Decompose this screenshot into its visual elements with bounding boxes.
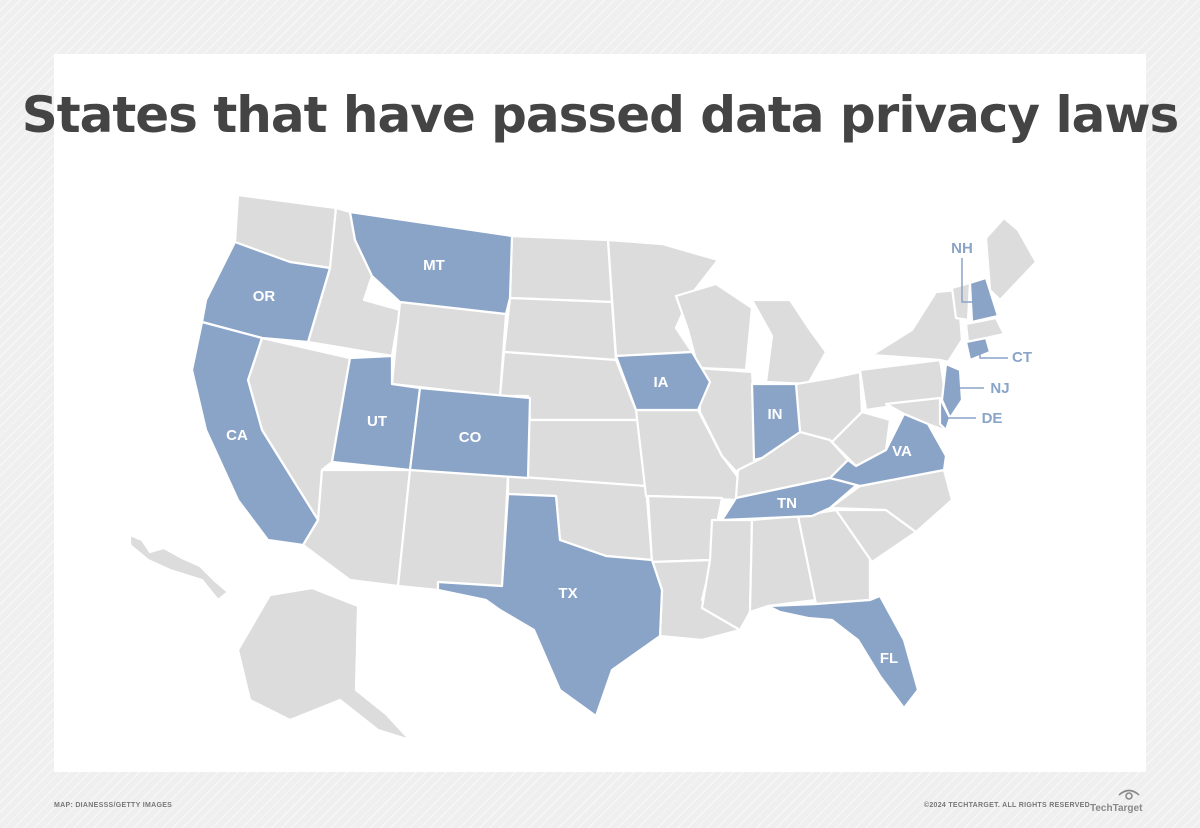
leader-ct bbox=[979, 350, 1008, 359]
label-co: CO bbox=[459, 429, 482, 446]
state-co bbox=[408, 386, 532, 480]
state-ca bbox=[190, 320, 320, 547]
state-sd bbox=[502, 296, 618, 362]
state-hi bbox=[128, 533, 230, 602]
state-fl bbox=[766, 594, 920, 710]
state-md bbox=[884, 396, 946, 432]
state-wi bbox=[674, 282, 754, 372]
state-nh bbox=[968, 276, 1000, 324]
state-ia bbox=[614, 350, 712, 412]
state-ny bbox=[870, 288, 964, 364]
label-ca: CA bbox=[226, 427, 248, 444]
state-ks bbox=[524, 418, 648, 488]
label-fl: FL bbox=[880, 650, 898, 667]
label-de: DE bbox=[982, 410, 1003, 427]
map-credit: MAP: DIANESSS/GETTY IMAGES bbox=[54, 802, 173, 809]
state-ak bbox=[236, 586, 412, 742]
state-ct bbox=[964, 336, 992, 362]
eye-icon bbox=[1118, 789, 1140, 800]
label-nj: NJ bbox=[990, 380, 1009, 397]
leader-de bbox=[945, 414, 976, 419]
state-nd bbox=[508, 234, 614, 304]
state-tx bbox=[436, 492, 664, 718]
label-va: VA bbox=[892, 443, 912, 460]
state-mt bbox=[348, 210, 514, 316]
state-in bbox=[750, 382, 802, 462]
techtarget-logo: TechTarget bbox=[1090, 788, 1146, 814]
state-va bbox=[828, 412, 948, 488]
state-me bbox=[984, 216, 1038, 302]
state-ma bbox=[964, 316, 1006, 344]
state-de bbox=[938, 396, 952, 432]
state-nm bbox=[396, 468, 510, 592]
label-or: OR bbox=[253, 288, 276, 305]
label-mt: MT bbox=[423, 257, 445, 274]
state-nj bbox=[940, 362, 964, 420]
label-nh: NH bbox=[951, 240, 973, 257]
label-tx: TX bbox=[558, 585, 577, 602]
state-mi bbox=[750, 298, 828, 386]
state-wy bbox=[390, 300, 508, 398]
leader-nh bbox=[961, 258, 976, 303]
label-ut: UT bbox=[367, 413, 387, 430]
copyright: ©2024 TECHTARGET. ALL RIGHTS RESERVED bbox=[923, 802, 1090, 809]
label-ia: IA bbox=[654, 374, 669, 391]
label-in: IN bbox=[768, 406, 783, 423]
state-vt bbox=[950, 281, 972, 322]
page-title: States that have passed data privacy law… bbox=[21, 86, 1180, 144]
label-tn: TN bbox=[777, 495, 797, 512]
label-ct: CT bbox=[1012, 349, 1032, 366]
logo-text: TechTarget bbox=[1090, 803, 1143, 814]
state-or bbox=[200, 240, 332, 344]
